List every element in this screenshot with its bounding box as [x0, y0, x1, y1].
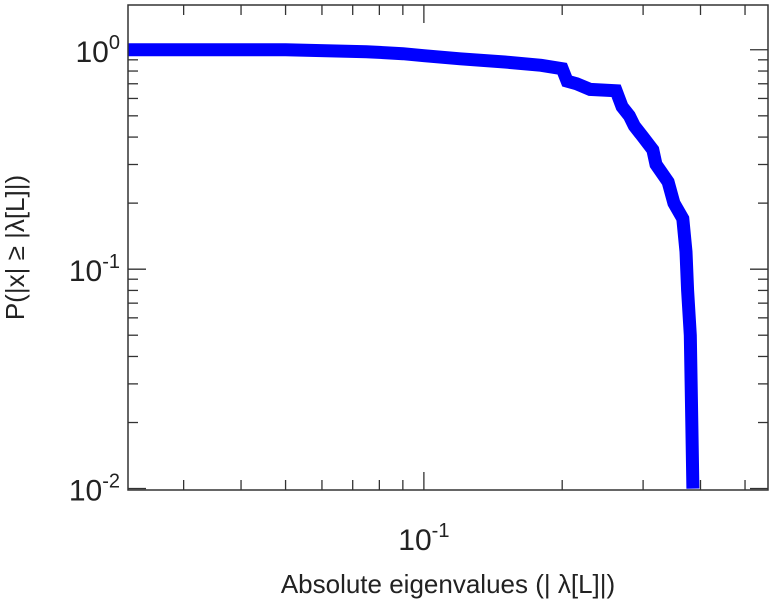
x-axis-label: Absolute eigenvalues (| λ[L]|): [281, 569, 615, 599]
plot-frame: [127, 4, 769, 491]
y-axis-label: P(|x| ≥ |λ[L]|): [0, 175, 30, 320]
y-tick-label: 10-2: [69, 471, 120, 508]
y-tick-label: 100: [76, 32, 121, 69]
y-tick-label: 10-1: [69, 251, 120, 288]
series-line: [128, 43, 700, 489]
x-tick-label: 10-1: [398, 520, 449, 557]
tick-labels: 100 10-1 10-2 10-1: [69, 32, 450, 557]
axis-ticks: [128, 5, 768, 490]
